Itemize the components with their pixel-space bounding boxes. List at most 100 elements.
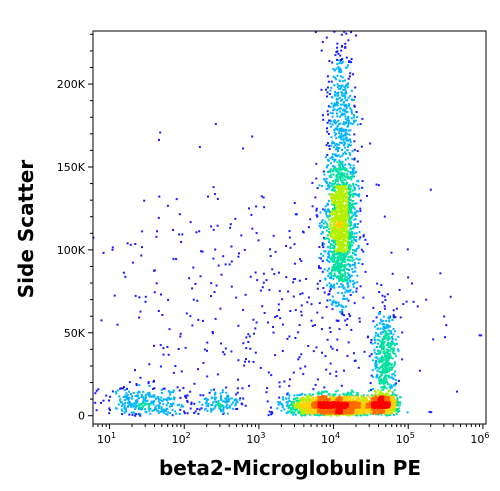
data-point — [261, 305, 264, 308]
data-point — [337, 238, 340, 241]
data-point — [121, 413, 124, 416]
data-point — [220, 398, 223, 401]
data-point — [352, 280, 355, 283]
data-point — [329, 247, 332, 250]
data-point — [352, 169, 354, 172]
data-point — [335, 92, 338, 95]
data-point — [329, 235, 332, 238]
data-point — [338, 275, 341, 278]
data-point — [377, 366, 380, 369]
data-point — [350, 108, 353, 111]
data-point — [335, 209, 338, 212]
data-point — [353, 282, 356, 284]
data-point — [328, 218, 331, 221]
data-point — [311, 393, 314, 396]
data-point — [350, 117, 353, 120]
data-point — [328, 326, 331, 329]
data-point — [123, 404, 126, 407]
data-point — [345, 107, 348, 109]
data-point — [330, 399, 333, 402]
data-point — [334, 199, 336, 201]
data-point — [296, 394, 299, 397]
data-point — [387, 325, 390, 327]
data-point — [228, 405, 231, 408]
data-point — [339, 122, 342, 125]
data-point — [352, 195, 355, 198]
data-point — [304, 410, 307, 413]
data-point — [336, 83, 339, 86]
data-point — [225, 399, 228, 402]
data-point — [173, 396, 175, 399]
data-point — [392, 333, 395, 336]
data-point — [329, 196, 332, 199]
data-point — [331, 247, 334, 250]
data-point — [349, 222, 352, 224]
data-point — [210, 225, 212, 228]
data-point — [449, 295, 452, 298]
data-point — [349, 288, 352, 291]
data-point — [387, 346, 390, 349]
data-point — [382, 362, 385, 365]
data-point — [135, 394, 138, 397]
data-point — [348, 152, 351, 154]
data-point — [338, 115, 341, 118]
data-point — [338, 188, 341, 191]
data-point — [338, 171, 341, 174]
data-point — [353, 359, 356, 362]
data-point — [355, 401, 358, 404]
data-point — [327, 252, 330, 255]
data-point — [366, 400, 369, 403]
data-point — [324, 156, 327, 159]
data-point — [349, 236, 352, 239]
data-point — [351, 150, 354, 153]
data-point — [322, 254, 325, 257]
data-point — [347, 143, 350, 146]
data-point — [274, 354, 277, 357]
data-point — [345, 56, 348, 59]
data-point — [344, 90, 347, 93]
data-point — [318, 246, 321, 248]
data-point — [153, 269, 155, 272]
data-point — [369, 413, 372, 415]
data-point — [160, 396, 163, 399]
data-point — [332, 189, 335, 192]
data-point — [385, 351, 388, 354]
data-point — [337, 92, 339, 95]
data-point — [326, 154, 329, 156]
data-point — [337, 248, 340, 251]
data-point — [377, 327, 380, 330]
data-point — [335, 215, 338, 218]
data-point — [313, 403, 316, 406]
data-point — [340, 203, 343, 206]
data-point — [221, 391, 224, 394]
data-point — [361, 263, 364, 266]
data-point — [342, 101, 345, 104]
data-point — [376, 357, 379, 360]
data-point — [254, 327, 257, 330]
data-point — [169, 391, 172, 394]
data-point — [305, 278, 308, 280]
data-point — [348, 403, 351, 406]
data-point — [331, 140, 334, 143]
data-point — [343, 225, 346, 228]
data-point — [141, 408, 143, 410]
data-point — [295, 213, 298, 216]
data-point — [333, 256, 336, 258]
data-point — [235, 393, 238, 396]
data-point — [293, 398, 296, 401]
data-point — [378, 377, 381, 380]
data-point — [229, 226, 232, 229]
data-point — [324, 208, 327, 211]
data-point — [346, 207, 349, 210]
data-point — [300, 310, 303, 313]
data-point — [331, 210, 334, 212]
data-point — [273, 273, 276, 275]
data-point — [343, 187, 346, 190]
data-point — [392, 395, 395, 398]
data-point — [283, 408, 286, 411]
data-point — [214, 398, 217, 401]
data-point — [293, 400, 296, 403]
data-point — [335, 227, 338, 230]
data-point — [141, 230, 144, 233]
data-point — [352, 192, 355, 195]
